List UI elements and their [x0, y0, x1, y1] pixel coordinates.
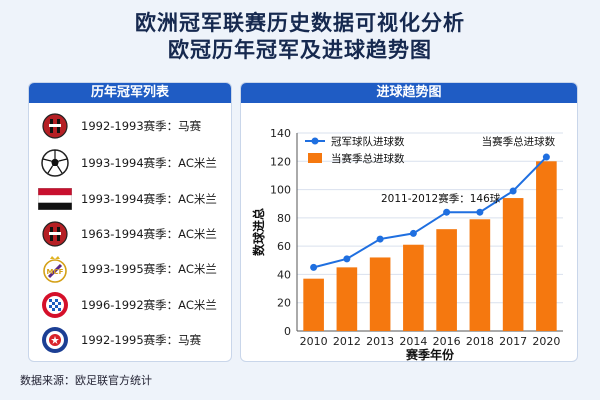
goals-trend-chart: 0 20 40 60 80 100 120 140 2010 2012 2013 2014 2016 20… — [251, 127, 563, 361]
winner-label: 1996-1992赛季：AC米兰 — [81, 298, 217, 312]
x-axis-label: 赛季年份 — [405, 347, 455, 361]
winner-item: 1963-1994赛季：AC米兰 — [37, 219, 227, 249]
winner-item: 1993-1994赛季：AC米兰 — [37, 148, 227, 178]
ac-milan-crest-icon — [37, 111, 73, 141]
x-tick-label: 2010 — [300, 335, 328, 348]
data-source-note: 数据来源：欧足联官方统计 — [20, 374, 152, 387]
football-icon — [37, 148, 73, 178]
line-point — [542, 153, 550, 161]
blue-club-crest-icon — [37, 325, 73, 355]
bar — [436, 229, 457, 331]
winner-label: 1963-1994赛季：AC米兰 — [81, 227, 217, 241]
bar — [502, 198, 524, 331]
series-line — [313, 156, 548, 269]
x-tick-label: 2014 — [399, 335, 427, 348]
chart-annotation: 2011-2012赛季：146球 — [381, 192, 501, 205]
x-tick-label: 2017 — [499, 335, 527, 348]
winners-panel-heading: 历年冠军列表 — [29, 83, 231, 103]
x-tick-label: 2020 — [532, 335, 560, 348]
winner-label: 1992-1995赛季：马赛 — [81, 333, 202, 347]
title-line-1: 欧洲冠军联赛历史数据可视化分析 — [135, 11, 465, 35]
y-axis-label: 数球进总 — [251, 208, 266, 256]
line-point — [476, 208, 484, 216]
x-tick-label: 2016 — [433, 335, 461, 348]
winner-label: 1993-1994赛季：AC米兰 — [81, 156, 217, 170]
bar — [403, 244, 424, 331]
winner-label: 1992-1993赛季：马赛 — [81, 119, 202, 133]
real-madrid-crest-icon: MCF — [37, 254, 73, 284]
x-tick-label: 2013 — [366, 335, 394, 348]
bar — [369, 257, 391, 331]
winner-item: 1993-1994赛季：AC米兰 — [37, 184, 227, 214]
line-point — [310, 263, 318, 271]
x-tick-label: 2012 — [333, 335, 361, 348]
winner-label: 1993-1994赛季：AC米兰 — [81, 192, 217, 206]
winner-item: 1996-1992赛季：AC米兰 — [37, 290, 227, 320]
title-line-2: 欧冠历年冠军及进球趋势图 — [168, 38, 432, 62]
y-tick-label: 100 — [270, 184, 291, 197]
winner-item: MCF 1993-1995赛季：AC米兰 — [37, 254, 227, 284]
y-tick-label: 60 — [277, 240, 291, 253]
line-point — [376, 235, 384, 243]
bar — [336, 267, 358, 331]
y-tick-label: 0 — [284, 325, 291, 338]
winner-item: 1992-1993赛季：马赛 — [37, 111, 227, 141]
chart-annotation: 当赛季总进球数 — [482, 135, 556, 148]
svg-text:MCF: MCF — [47, 268, 64, 276]
bar — [536, 161, 557, 331]
y-tick-label: 20 — [277, 297, 291, 310]
y-tick-label: 140 — [270, 127, 291, 140]
ac-milan-crest-icon — [37, 219, 73, 249]
line-point — [343, 255, 351, 263]
striped-flag-icon — [37, 184, 73, 214]
legend-line-marker — [311, 137, 319, 145]
y-tick-label: 80 — [277, 212, 291, 225]
page-title: 欧洲冠军联赛历史数据可视化分析 欧冠历年冠军及进球趋势图 — [0, 10, 600, 64]
winner-label: 1993-1995赛季：AC米兰 — [81, 262, 217, 276]
line-point — [409, 229, 417, 237]
winners-panel: 历年冠军列表 1992-1993赛季：马赛 1993-1994赛季：AC米兰 1… — [28, 82, 232, 362]
bar — [469, 219, 491, 331]
x-tick-label: 2018 — [466, 335, 494, 348]
bar — [303, 278, 324, 331]
line-point — [443, 208, 451, 216]
chart-panel: 进球趋势图 0 20 40 60 80 100 120 140 2010 2012 2013 2014… — [240, 82, 578, 362]
line-point — [509, 187, 517, 195]
legend-label: 冠军球队进球数 — [331, 135, 405, 148]
winner-item: 1992-1995赛季：马赛 — [37, 325, 227, 355]
bayern-crest-icon — [37, 290, 73, 320]
y-tick-label: 120 — [270, 155, 291, 168]
legend-label: 当赛季总进球数 — [331, 152, 405, 165]
legend-bar-swatch — [308, 153, 322, 163]
y-tick-label: 40 — [277, 268, 291, 281]
chart-panel-heading: 进球趋势图 — [241, 83, 577, 103]
